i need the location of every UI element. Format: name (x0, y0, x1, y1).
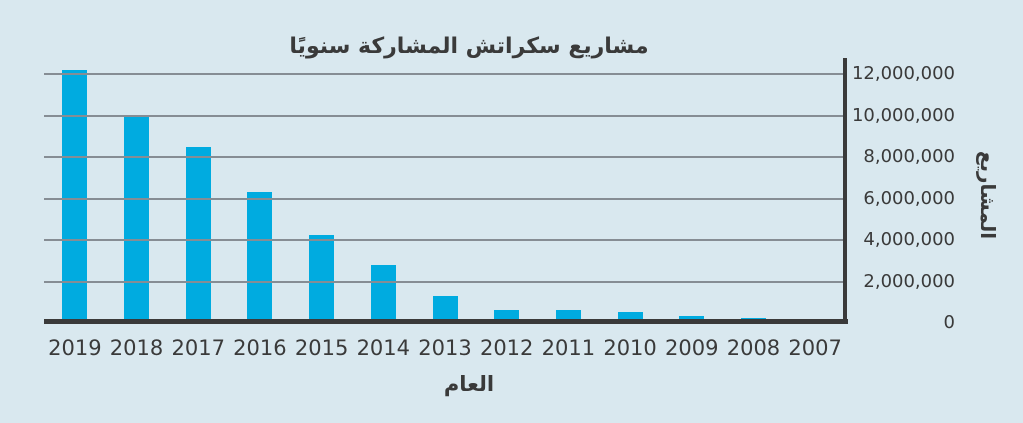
x-tick-label: 2007 (788, 336, 842, 360)
x-tick-label: 2017 (171, 336, 225, 360)
y-tick-label: 12,000,000 (851, 63, 955, 84)
x-tick-label: 2016 (233, 336, 287, 360)
bar (185, 147, 211, 323)
y-axis-title: المشاريع (976, 151, 1000, 239)
x-tick-label: 2010 (603, 336, 657, 360)
y-tick-label: 4,000,000 (863, 229, 955, 250)
chart-title: مشاريع سكراتش المشاركة سنويًا (289, 34, 649, 59)
bar (370, 265, 396, 323)
x-tick-label: 2013 (418, 336, 472, 360)
x-tick-label: 2009 (665, 336, 719, 360)
bar (309, 235, 335, 323)
y-tick-label: 0 (943, 312, 955, 333)
x-axis-line (44, 319, 848, 324)
bar (247, 192, 273, 323)
gridline (44, 281, 846, 283)
gridline (44, 156, 846, 158)
bar (617, 312, 643, 323)
x-tick-label: 2019 (48, 336, 102, 360)
x-tick-label: 2011 (541, 336, 596, 360)
x-tick-label: 2008 (726, 336, 781, 360)
gridline (44, 115, 846, 117)
y-tick-label: 8,000,000 (863, 146, 955, 167)
plot-area (44, 60, 846, 323)
x-tick-label: 2014 (356, 336, 411, 360)
gridline (44, 73, 846, 75)
y-axis-title-text: المشاريع (976, 150, 1000, 240)
y-tick-label: 2,000,000 (863, 271, 955, 292)
x-tick-label: 2018 (109, 336, 164, 360)
bar (432, 296, 458, 323)
y-axis-line (843, 58, 847, 324)
bar (62, 70, 88, 323)
y-tick-label: 6,000,000 (863, 188, 955, 209)
gridline (44, 239, 846, 241)
x-tick-label: 2015 (294, 336, 349, 360)
x-tick-label: 2012 (479, 336, 534, 360)
y-tick-label: 10,000,000 (851, 105, 955, 126)
gridline (44, 198, 846, 200)
bar (124, 115, 150, 323)
x-axis-title: العام (443, 372, 495, 396)
